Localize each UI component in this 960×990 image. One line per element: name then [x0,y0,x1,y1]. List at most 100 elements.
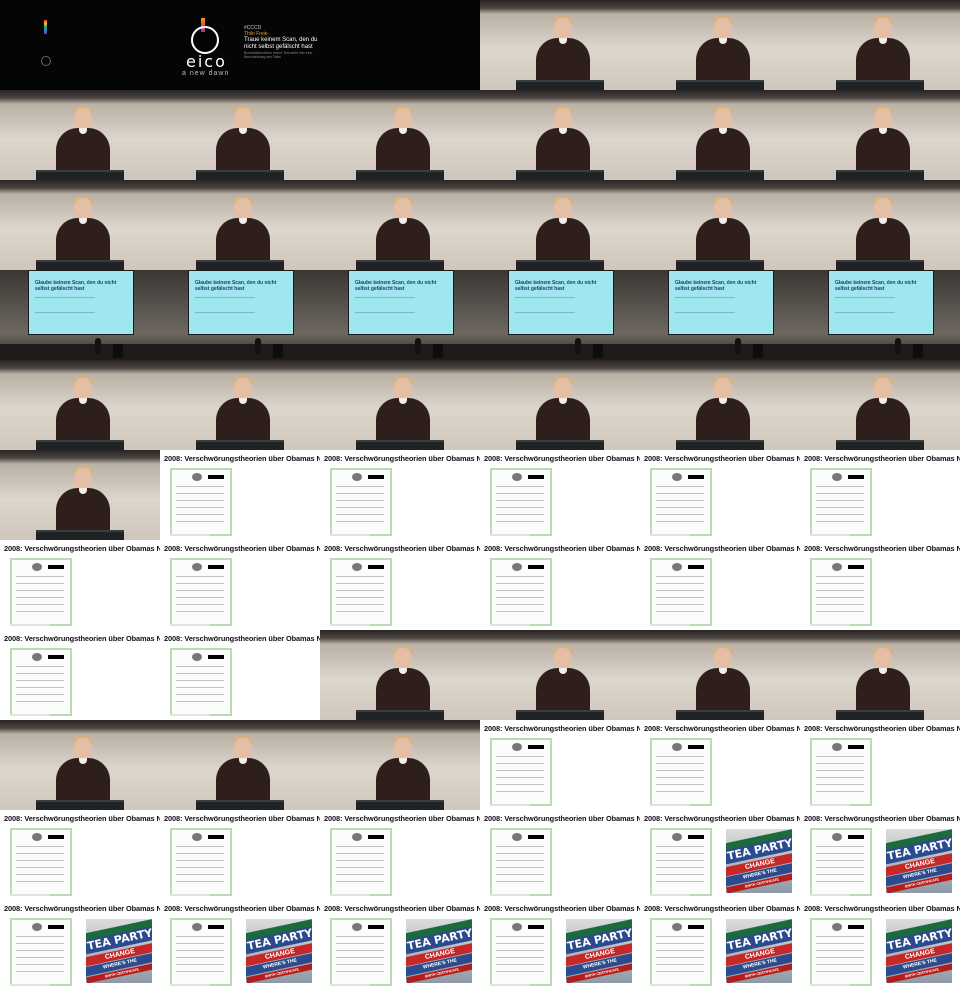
slide-lines [835,297,895,313]
speaker-head [714,648,732,672]
document-title: 2008: Verschwörungstheorien über Obamas … [644,904,800,913]
speaker-frame [640,360,800,450]
document-poster-frame: 2008: Verschwörungstheorien über Obamas … [0,900,160,990]
document-frame: 2008: Verschwörungstheorien über Obamas … [640,540,800,630]
caption-line [810,894,850,896]
redaction-bar [528,565,544,569]
certificate-lines [336,486,384,526]
seal-icon [32,563,42,571]
podium [36,800,124,810]
speaker-collar [879,128,887,134]
intro-title: Traue keinem Scan, den du nicht selbst g… [244,37,318,50]
speaker-head [394,738,412,762]
birth-certificate [330,558,392,626]
speaker-head [74,108,92,132]
seal-icon [512,563,522,571]
document-title: 2008: Verschwörungstheorien über Obamas … [644,814,800,823]
certificate-lines [816,576,864,616]
caption-line [490,984,530,986]
speaker-head [74,738,92,762]
birth-certificate [810,468,872,536]
speaker-head [74,198,92,222]
birth-certificate [490,828,552,896]
document-title: 2008: Verschwörungstheorien über Obamas … [4,904,160,913]
podium [676,170,764,180]
redaction-bar [368,565,384,569]
protest-poster: TEA PARTY CHANGE WHERE'S THE BIRTH CERTI… [726,829,792,893]
speaker-head [554,378,572,402]
certificate-lines [176,936,224,976]
speaker-head [874,378,892,402]
dark-frame [320,0,480,90]
caption-line [10,894,50,896]
seal-icon [832,833,842,841]
redaction-bar [848,745,864,749]
lectern [913,344,923,358]
slide-lines [355,297,415,313]
speaker-head [714,108,732,132]
document-title: 2008: Verschwörungstheorien über Obamas … [484,454,640,463]
document-frame: 2008: Verschwörungstheorien über Obamas … [160,810,320,900]
slide-title: Glaube keinem Scan, den du nicht selbst … [195,280,277,292]
document-title: 2008: Verschwörungstheorien über Obamas … [4,634,160,643]
speaker-frame [800,360,960,450]
speaker-frame [800,0,960,90]
birth-certificate [10,918,72,986]
caption-line [10,624,50,626]
certificate-lines [336,576,384,616]
certificate-lines [496,756,544,796]
speaker-frame [0,180,160,270]
caption-line [330,624,370,626]
document-title: 2008: Verschwörungstheorien über Obamas … [4,814,160,823]
certificate-lines [16,936,64,976]
document-frame: 2008: Verschwörungstheorien über Obamas … [160,450,320,540]
podium [356,440,444,450]
slide-lines [675,297,735,313]
speaker-collar [719,218,727,224]
seal-icon [352,473,362,481]
speaker-frame [320,90,480,180]
document-title: 2008: Verschwörungstheorien über Obamas … [164,904,320,913]
birth-certificate [650,918,712,986]
document-frame: 2008: Verschwörungstheorien über Obamas … [800,450,960,540]
birth-certificate [330,918,392,986]
lectern [113,344,123,358]
podium [356,710,444,720]
stage-frame: Glaube keinem Scan, den du nicht selbst … [640,270,800,360]
podium [516,710,604,720]
intro-label: #CCCD [244,25,262,31]
speaker-collar [879,668,887,674]
speaker-frame [800,630,960,720]
projection-screen: Glaube keinem Scan, den du nicht selbst … [28,270,134,335]
speaker-frame [480,180,640,270]
redaction-bar [48,925,64,929]
projection-screen: Glaube keinem Scan, den du nicht selbst … [668,270,774,335]
speaker-head [874,18,892,42]
certificate-lines [336,936,384,976]
caption-line [650,534,690,536]
certificate-lines [656,846,704,886]
lectern [753,344,763,358]
podium [836,80,924,90]
caption-line [10,714,50,716]
document-title: 2008: Verschwörungstheorien über Obamas … [484,814,640,823]
slide-lines [35,297,95,313]
speaker-collar [719,398,727,404]
caption-line [810,984,850,986]
speaker-frame [160,90,320,180]
document-poster-frame: 2008: Verschwörungstheorien über Obamas … [320,900,480,990]
document-title: 2008: Verschwörungstheorien über Obamas … [324,904,480,913]
document-frame: 2008: Verschwörungstheorien über Obamas … [480,720,640,810]
document-poster-frame: 2008: Verschwörungstheorien über Obamas … [800,810,960,900]
speaker-head [74,378,92,402]
redaction-bar [528,745,544,749]
birth-certificate [10,828,72,896]
document-frame: 2008: Verschwörungstheorien über Obamas … [0,540,160,630]
stage-floor [320,344,480,360]
redaction-bar [208,835,224,839]
logo-subtitle: a new dawn [182,70,230,77]
birth-certificate [330,468,392,536]
speaker-frame [640,0,800,90]
speaker-frame [480,360,640,450]
caption-line [330,984,370,986]
